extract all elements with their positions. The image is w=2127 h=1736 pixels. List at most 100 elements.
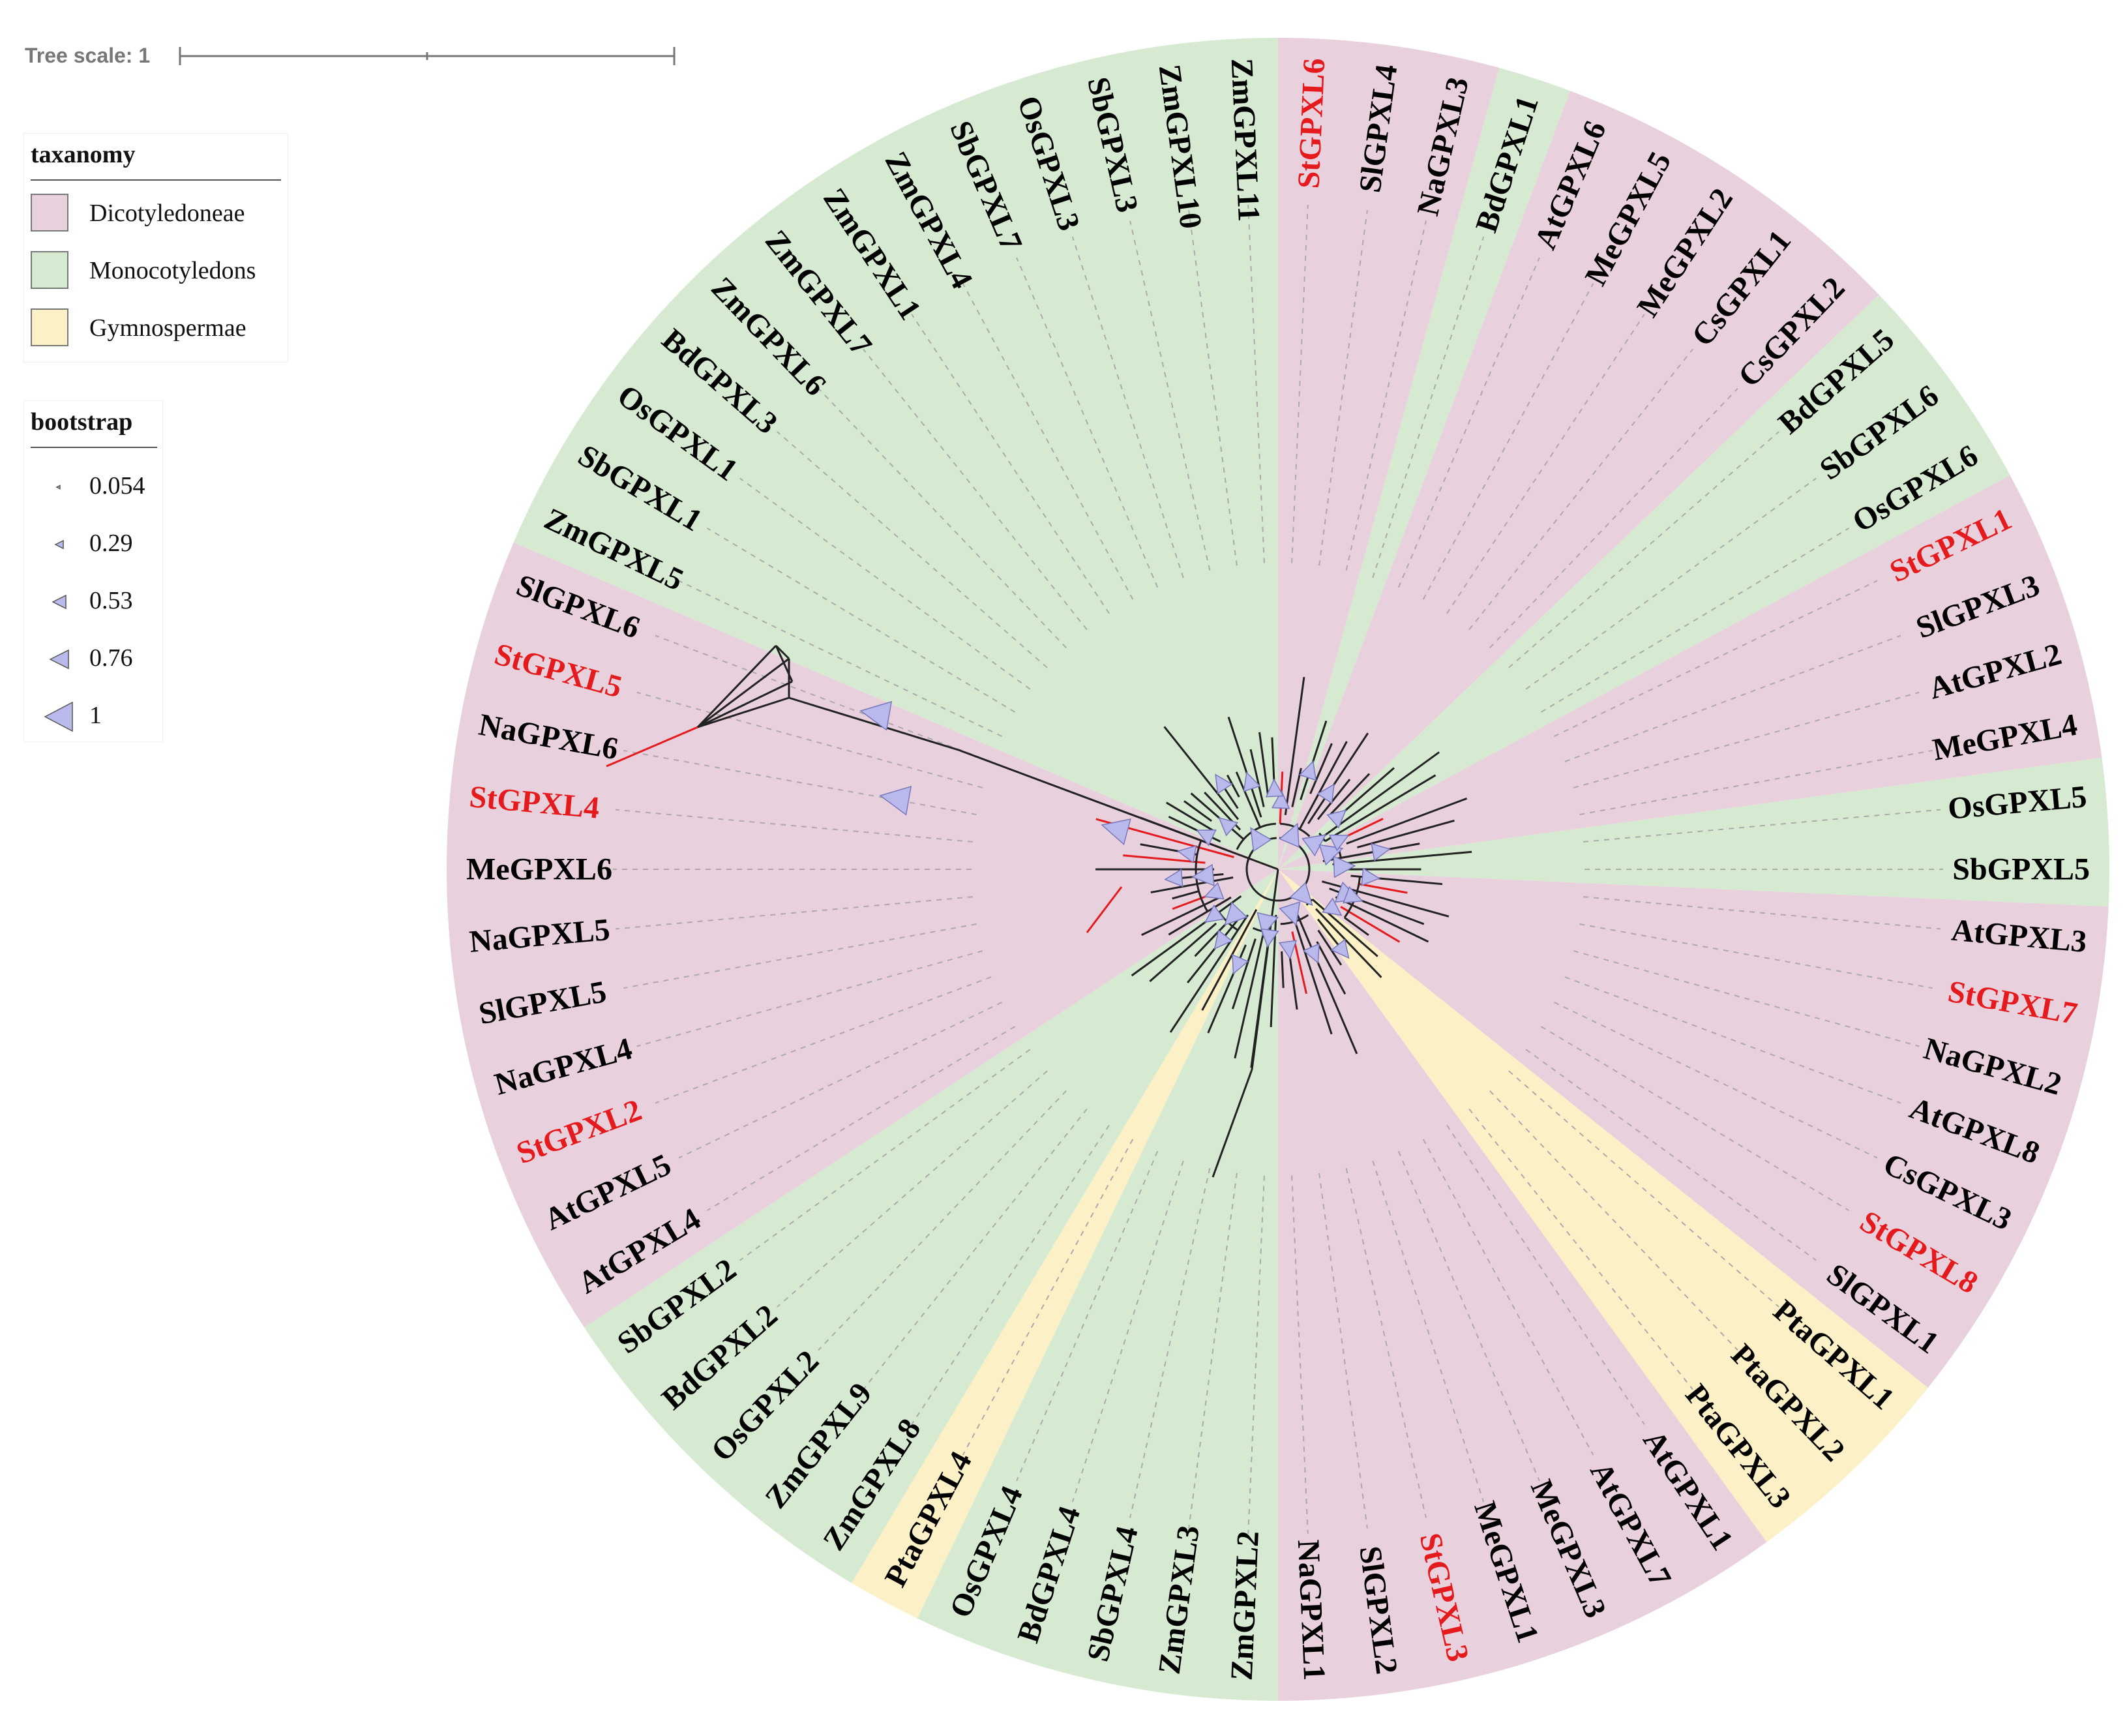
tree-scale-bar: Tree scale: 1 [25, 44, 676, 67]
tip-branch [1298, 741, 1348, 830]
bootstrap-value-label: 0.53 [89, 587, 133, 614]
label-guide-line [1525, 1049, 1817, 1261]
label-guide-line [1422, 1139, 1594, 1456]
dicot-label: Dicotyledoneae [89, 200, 245, 227]
bootstrap-marker [1302, 943, 1320, 964]
bootstrap-value-label: 1 [89, 702, 102, 729]
tip-label: NaGPXL1 [1291, 1539, 1332, 1681]
tip-branch [1328, 773, 1371, 818]
label-guide-line [1016, 257, 1159, 588]
label-guide-line [1345, 220, 1427, 571]
bootstrap-marker [1215, 773, 1233, 794]
label-guide-line [1247, 204, 1265, 563]
label-guide-line [678, 580, 1002, 737]
label-guide-line [739, 477, 1031, 690]
label-guide-line [1446, 1124, 1645, 1425]
bootstrap-marker [1371, 843, 1391, 861]
bootstrap-marker [1243, 771, 1261, 792]
bootstrap-marker [1176, 845, 1197, 863]
bootstrap-marker [1250, 827, 1272, 852]
tip-branch [1324, 774, 1436, 843]
taxonomy-sector-gymno [1278, 869, 1928, 1542]
tip-label: MeGPXL6 [466, 852, 612, 887]
tip-branch [1344, 916, 1369, 936]
taxonomy-sector-dicot [1278, 91, 1879, 869]
tip-branch [1339, 767, 1395, 816]
taxonomy-sector-dicot [1278, 475, 2102, 869]
long-branch [775, 645, 794, 682]
gymno-swatch [31, 308, 68, 346]
tip-branch [1231, 938, 1257, 1010]
long-branch [1086, 886, 1123, 933]
tip-branch [1165, 801, 1216, 833]
long-branch [1212, 1069, 1253, 1178]
bootstrap-symbol-icon [44, 701, 73, 732]
tip-branch [1235, 771, 1261, 828]
bootstrap-marker [1204, 882, 1225, 900]
label-guide-line [1508, 431, 1779, 668]
tip-branch [1258, 732, 1270, 798]
tip-branch [1172, 890, 1199, 900]
tip-branch [1295, 910, 1358, 1055]
label-guide-line [1468, 348, 1693, 631]
bootstrap-marker [1218, 816, 1239, 837]
tip-branch [1163, 726, 1240, 820]
bootstrap-marker [1333, 855, 1356, 878]
label-guide-line [636, 950, 983, 1047]
bootstrap-symbol-icon [55, 485, 61, 490]
taxonomy-sector-gymno [852, 869, 1278, 1619]
taxonomy-sector-monocot [1278, 67, 1571, 869]
tip-branch [1149, 922, 1217, 982]
bootstrap-marker [1279, 822, 1300, 848]
tip-branch [1281, 951, 1285, 988]
label-guide-line [1489, 388, 1738, 648]
bootstrap-symbol-icon [49, 649, 69, 670]
tip-branch [1314, 751, 1440, 844]
tip-branch [1332, 850, 1472, 865]
tip-label: StGPXL6 [1291, 57, 1331, 189]
tip-branch [1309, 743, 1333, 794]
label-guide-line [636, 691, 983, 788]
label-guide-line [706, 1026, 1016, 1212]
monocot-label: Monocotyledons [89, 257, 256, 284]
long-branch [697, 680, 793, 728]
label-guide-line [1372, 236, 1485, 578]
bootstrap-marker [1271, 790, 1290, 809]
bootstrap-legend-rule [31, 447, 157, 448]
label-guide-line [1318, 1173, 1368, 1529]
tip-branch [1322, 843, 1420, 862]
gymno-label: Gymnospermae [89, 314, 246, 342]
long-branch [958, 749, 1279, 871]
tip-label: SbGPXL5 [1952, 852, 2090, 887]
tip-label: ZmGPXL11 [1225, 57, 1266, 222]
bootstrap-marker [1232, 953, 1249, 975]
bootstrap-symbol-icon [54, 539, 64, 550]
bootstrap-marker [1322, 897, 1343, 916]
long-branch [775, 644, 790, 660]
tip-branch [1249, 749, 1265, 807]
tip-branch [1317, 929, 1343, 966]
label-guide-line [1291, 204, 1309, 563]
tip-branch [1307, 732, 1369, 824]
label-guide-line [1564, 635, 1901, 762]
taxonomy-legend-rule [31, 179, 281, 181]
bootstrap-marker [1191, 863, 1215, 887]
dicot-swatch [31, 194, 68, 232]
label-guide-line [655, 976, 992, 1104]
label-guide-line [1554, 1002, 1878, 1159]
bootstrap-symbol-icon [52, 594, 67, 610]
label-guide-line [678, 1002, 1002, 1159]
label-guide-line [739, 1049, 1031, 1261]
tip-branch [1194, 921, 1228, 957]
tip-branch [1141, 896, 1221, 936]
label-guide-line [616, 809, 973, 843]
bootstrap-marker [1343, 886, 1363, 904]
tip-branch [1234, 931, 1265, 1059]
label-guide-line [1372, 1160, 1485, 1503]
tip-branch [1294, 921, 1333, 1035]
tip-branch [1315, 908, 1382, 978]
label-guide-line [1573, 691, 1920, 788]
bootstrap-marker [1298, 760, 1317, 781]
bootstrap-legend-title: bootstrap [31, 408, 133, 436]
monocot-swatch [31, 251, 68, 289]
